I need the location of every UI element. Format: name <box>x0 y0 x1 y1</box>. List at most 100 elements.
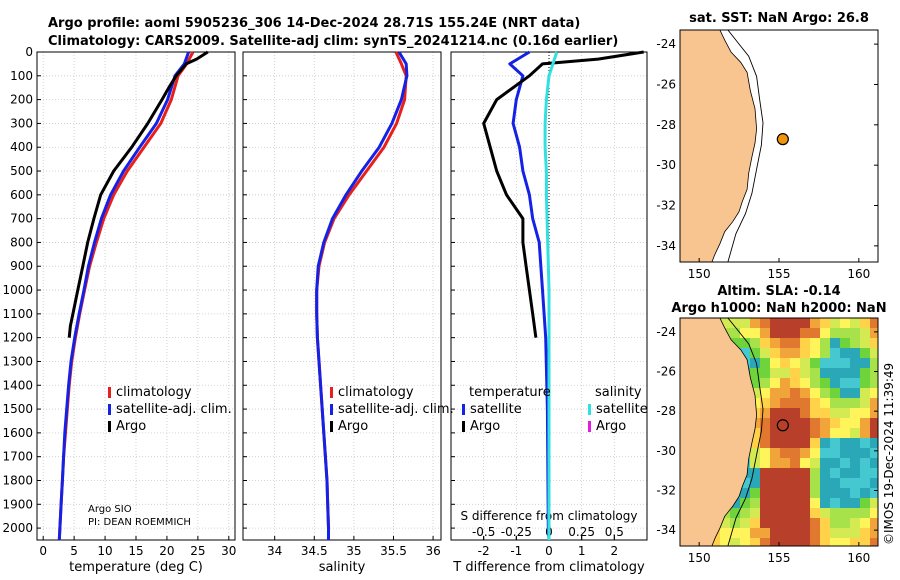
heat-cell <box>770 428 781 439</box>
lat-tick-label: -28 <box>656 118 676 132</box>
heat-cell <box>770 338 781 349</box>
heat-cell <box>870 488 878 499</box>
heat-cell <box>810 418 821 429</box>
x-tick-label: 36 <box>425 544 440 558</box>
heat-cell <box>800 328 811 339</box>
heat-cell <box>780 508 791 519</box>
heat-cell <box>760 518 771 529</box>
heat-cell <box>820 538 831 546</box>
heat-cell <box>860 358 871 369</box>
legend-salinity-label: climatology <box>338 385 414 400</box>
heat-cell <box>840 358 851 369</box>
heat-cell <box>820 348 831 359</box>
heat-cell <box>870 408 878 419</box>
heat-cell <box>730 518 741 529</box>
heat-cell <box>780 448 791 459</box>
heat-cell <box>800 518 811 529</box>
y-tick-label: 1500 <box>2 402 33 416</box>
heat-cell <box>770 378 781 389</box>
heat-cell <box>810 428 821 439</box>
heat-cell <box>740 348 751 359</box>
heat-cell <box>800 458 811 469</box>
sst-map: -24 -26 -28 -30 -32 -34 150 155 160 <box>656 29 879 281</box>
lat-tick-label: -28 <box>656 404 676 418</box>
heat-cell <box>830 358 841 369</box>
heat-cell <box>730 528 741 539</box>
heat-cell <box>770 368 781 379</box>
legend-temperature-swatch <box>108 421 111 432</box>
x-tick-label: 10 <box>97 544 112 558</box>
heat-cell <box>790 418 801 429</box>
heat-cell <box>780 468 791 479</box>
heat-cell <box>800 478 811 489</box>
legend-diff-s-swatch <box>588 404 591 415</box>
x-tick-label: 20 <box>159 544 174 558</box>
heat-cell <box>850 378 861 389</box>
heat-cell <box>810 448 821 459</box>
lat-tick-label: -26 <box>656 77 676 91</box>
legend-diff-s-label: satellite <box>596 402 648 417</box>
heat-cell <box>770 358 781 369</box>
y-tick-label: 1000 <box>2 283 33 297</box>
heat-cell <box>800 428 811 439</box>
heat-cell <box>760 528 771 539</box>
heat-cell <box>720 518 731 529</box>
top-tick-label: -0.25 <box>501 525 532 539</box>
heat-cell <box>810 348 821 359</box>
y-tick-label: 1800 <box>2 473 33 487</box>
heat-cell <box>790 338 801 349</box>
heat-cell <box>850 538 861 546</box>
heat-cell <box>850 438 861 449</box>
heat-cell <box>770 458 781 469</box>
y-tick-label: 700 <box>10 212 33 226</box>
heat-cell <box>870 478 878 489</box>
heat-cell <box>850 488 861 499</box>
heat-cell <box>750 358 761 369</box>
heat-cell <box>790 398 801 409</box>
heat-cell <box>870 378 878 389</box>
footer-credit: ©IMOS 19-Dec-2024 11:39:49 <box>882 363 896 545</box>
heat-cell <box>840 448 851 459</box>
heat-cell <box>820 478 831 489</box>
heat-cell <box>760 478 771 489</box>
heat-cell <box>850 498 861 509</box>
heat-cell <box>830 328 841 339</box>
heat-cell <box>780 408 791 419</box>
heat-cell <box>840 348 851 359</box>
legend-diff-s-label: Argo <box>596 419 626 434</box>
lon-tick-label: 160 <box>847 551 870 565</box>
heat-cell <box>800 388 811 399</box>
heat-cell <box>760 398 771 409</box>
heat-cell <box>830 518 841 529</box>
heat-cell <box>860 518 871 529</box>
heat-cell <box>870 428 878 439</box>
heat-cell <box>850 428 861 439</box>
heat-cell <box>870 388 878 399</box>
heat-cell <box>790 318 801 329</box>
float-marker <box>776 419 789 432</box>
lon-tick-label: 150 <box>688 267 711 281</box>
heat-cell <box>780 338 791 349</box>
heat-cell <box>840 498 851 509</box>
heat-cell <box>870 418 878 429</box>
heat-cell <box>810 398 821 409</box>
heat-cell <box>800 468 811 479</box>
heat-cell <box>750 518 761 529</box>
heat-cell <box>870 368 878 379</box>
heat-cell <box>760 508 771 519</box>
heat-cell <box>770 518 781 529</box>
title-line1: Argo profile: aoml 5905236_306 14-Dec-20… <box>48 16 580 31</box>
heat-cell <box>800 438 811 449</box>
legend-temperature-label: Argo <box>116 419 146 434</box>
heat-cell <box>810 408 821 419</box>
heat-cell <box>760 348 771 359</box>
heat-cell <box>800 448 811 459</box>
heat-cell <box>830 348 841 359</box>
heat-cell <box>760 388 771 399</box>
series-line-t-argo <box>482 50 644 338</box>
heat-cell <box>860 458 871 469</box>
heat-cell <box>840 508 851 519</box>
heat-cell <box>770 498 781 509</box>
y-tick-label: 1400 <box>2 378 33 392</box>
